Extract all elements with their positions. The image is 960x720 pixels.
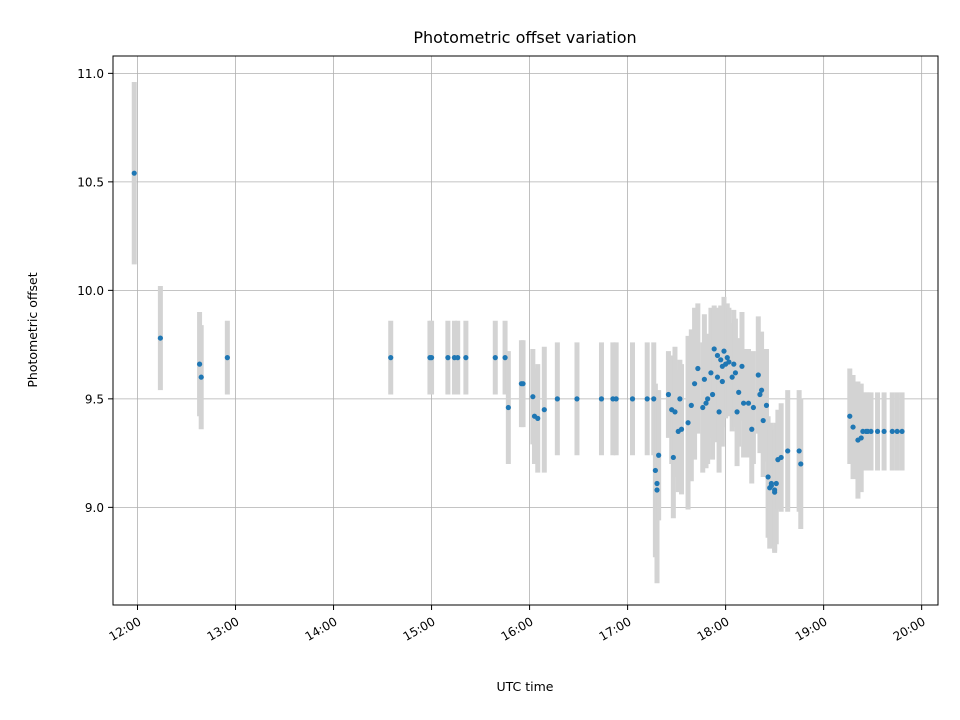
data-point bbox=[535, 415, 541, 421]
data-point bbox=[196, 361, 203, 367]
data-point bbox=[755, 372, 761, 378]
x-axis-label: UTC time bbox=[497, 679, 554, 694]
data-point bbox=[670, 454, 676, 461]
data-point bbox=[455, 355, 461, 361]
data-point bbox=[644, 396, 650, 402]
data-point bbox=[654, 480, 660, 487]
data-point bbox=[724, 355, 730, 361]
data-point bbox=[729, 374, 735, 380]
data-point bbox=[889, 428, 895, 435]
data-point bbox=[750, 404, 756, 411]
data-point bbox=[613, 396, 619, 402]
data-point bbox=[778, 454, 784, 461]
data-point bbox=[714, 374, 721, 380]
data-point bbox=[714, 352, 721, 359]
data-point bbox=[703, 400, 709, 406]
data-point bbox=[654, 487, 660, 493]
data-point bbox=[688, 402, 694, 408]
data-point bbox=[157, 335, 163, 341]
data-point bbox=[874, 428, 881, 435]
data-point bbox=[858, 435, 864, 441]
data-point bbox=[701, 376, 707, 382]
data-point bbox=[651, 396, 657, 402]
y-tick-label: 10.0 bbox=[77, 284, 104, 298]
data-point bbox=[685, 420, 691, 426]
data-point bbox=[665, 391, 672, 398]
data-point bbox=[718, 357, 724, 363]
data-point bbox=[765, 474, 771, 480]
data-point bbox=[224, 355, 230, 361]
data-point bbox=[678, 426, 685, 432]
data-point bbox=[716, 409, 722, 415]
data-point bbox=[541, 407, 547, 413]
data-point bbox=[492, 355, 498, 361]
data-point bbox=[732, 370, 739, 376]
data-point bbox=[131, 170, 137, 176]
data-point bbox=[428, 355, 435, 361]
data-point bbox=[768, 480, 774, 487]
data-point bbox=[868, 428, 874, 435]
y-tick-label: 9.0 bbox=[85, 501, 104, 515]
data-point bbox=[785, 448, 791, 454]
data-point bbox=[574, 396, 580, 402]
data-point bbox=[705, 396, 711, 402]
data-point bbox=[850, 424, 856, 430]
data-point bbox=[763, 402, 770, 408]
y-axis-ticks: 9.0 9.5 10.0 10.5 11.0 bbox=[77, 67, 113, 515]
data-point bbox=[198, 374, 204, 380]
data-point bbox=[656, 452, 662, 458]
data-point bbox=[445, 355, 451, 361]
data-point bbox=[758, 387, 765, 393]
data-point bbox=[773, 480, 779, 487]
data-point bbox=[530, 394, 536, 400]
data-point bbox=[745, 400, 752, 406]
data-point bbox=[757, 391, 763, 398]
y-axis-label: Photometric offset bbox=[25, 272, 40, 387]
y-tick-label: 10.5 bbox=[77, 175, 104, 189]
data-points bbox=[131, 170, 905, 495]
data-point bbox=[731, 361, 737, 367]
data-point bbox=[760, 417, 766, 424]
data-point bbox=[598, 396, 605, 402]
data-point bbox=[881, 428, 887, 435]
data-point bbox=[847, 413, 853, 419]
y-tick-label: 9.5 bbox=[85, 392, 104, 406]
data-point bbox=[672, 409, 678, 415]
data-point bbox=[734, 409, 740, 415]
data-point bbox=[700, 404, 706, 411]
data-point bbox=[736, 389, 742, 395]
data-point bbox=[463, 355, 469, 361]
data-point bbox=[796, 448, 802, 454]
data-point bbox=[711, 346, 717, 352]
data-point bbox=[740, 400, 747, 406]
data-point bbox=[798, 461, 804, 467]
data-point bbox=[520, 381, 526, 387]
data-point bbox=[691, 381, 698, 387]
data-point bbox=[708, 370, 714, 376]
data-point bbox=[739, 363, 745, 369]
data-point bbox=[709, 391, 716, 398]
chart-title: Photometric offset variation bbox=[413, 28, 636, 47]
data-point bbox=[677, 396, 683, 402]
data-point bbox=[502, 355, 508, 361]
data-point bbox=[652, 467, 658, 474]
data-point bbox=[388, 355, 394, 361]
data-point bbox=[554, 396, 560, 402]
plot-frame bbox=[112, 55, 939, 606]
data-point bbox=[719, 378, 725, 385]
plot-area bbox=[113, 56, 938, 605]
data-point bbox=[899, 428, 905, 435]
data-point bbox=[721, 348, 727, 354]
data-point bbox=[726, 359, 732, 365]
data-point bbox=[894, 428, 900, 435]
data-point bbox=[772, 489, 778, 495]
data-point bbox=[695, 365, 701, 372]
data-point bbox=[749, 426, 755, 432]
y-tick-label: 11.0 bbox=[77, 67, 104, 81]
data-point bbox=[505, 404, 511, 411]
data-point bbox=[629, 396, 636, 402]
